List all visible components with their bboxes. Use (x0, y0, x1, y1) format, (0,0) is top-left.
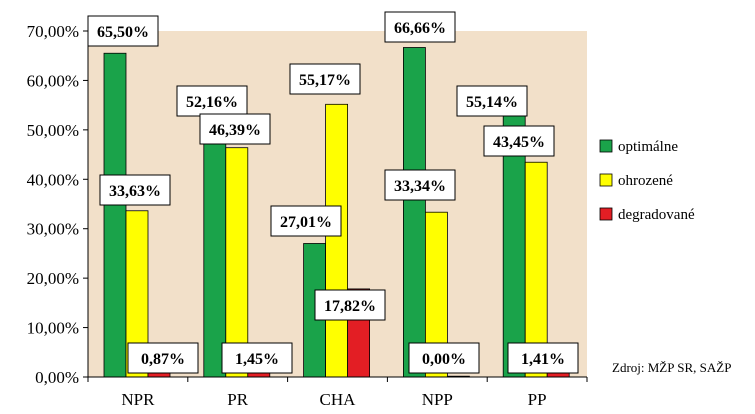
data-label: 52,16% (186, 94, 238, 111)
data-label: 55,17% (299, 72, 351, 89)
y-tick-label: 70,00% (27, 22, 79, 41)
bar (203, 118, 227, 378)
bar (325, 103, 349, 378)
y-tick-label: 0,00% (35, 368, 79, 387)
data-label-box (289, 63, 361, 95)
data-label: 27,01% (280, 214, 332, 231)
data-label-box (221, 342, 293, 374)
x-category-label: PP (528, 390, 547, 409)
data-label: 0,87% (141, 351, 185, 368)
y-tick-label: 30,00% (27, 220, 79, 239)
x-category-label: PR (227, 390, 248, 409)
legend-swatch (599, 173, 613, 187)
data-label-box (99, 174, 171, 206)
data-label-box (127, 342, 199, 374)
data-label-box (314, 289, 386, 321)
x-category-label: NPR (121, 390, 155, 409)
source-note: Zdroj: MŽP SR, SAŽP (612, 360, 732, 375)
data-label-box (456, 85, 528, 117)
legend-swatch (599, 207, 613, 221)
y-tick-label: 40,00% (27, 170, 79, 189)
legend-label: ohrozené (618, 173, 673, 189)
legend-swatch (599, 139, 613, 153)
data-label: 43,45% (493, 134, 545, 151)
bar (402, 47, 426, 378)
data-label-box (384, 11, 456, 43)
y-tick-label: 60,00% (27, 71, 79, 90)
data-label-box (507, 342, 579, 374)
y-tick-label: 10,00% (27, 319, 79, 338)
legend-label: optimálne (618, 139, 678, 155)
data-label-box (483, 125, 555, 157)
x-category-label: CHA (320, 390, 357, 409)
data-label: 17,82% (324, 298, 376, 315)
x-category-label: NPP (422, 390, 453, 409)
y-tick-label: 20,00% (27, 269, 79, 288)
data-label: 65,50% (97, 24, 149, 41)
data-label-box (176, 85, 248, 117)
data-label: 66,66% (394, 20, 446, 37)
data-label: 1,41% (521, 351, 565, 368)
data-label-box (384, 169, 456, 201)
data-label: 33,63% (109, 183, 161, 200)
data-label: 33,34% (394, 178, 446, 195)
bar (103, 52, 127, 378)
data-label-box (408, 342, 480, 374)
data-label: 1,45% (235, 351, 279, 368)
data-label-box (87, 15, 159, 47)
data-label-box (270, 205, 342, 237)
y-tick-label: 50,00% (27, 121, 79, 140)
legend-label: degradované (618, 207, 695, 223)
data-label: 0,00% (422, 351, 466, 368)
data-label: 55,14% (466, 94, 518, 111)
data-label: 46,39% (209, 122, 261, 139)
legend: optimálne ohrozené degradované (599, 139, 695, 223)
data-label-box (199, 113, 271, 145)
